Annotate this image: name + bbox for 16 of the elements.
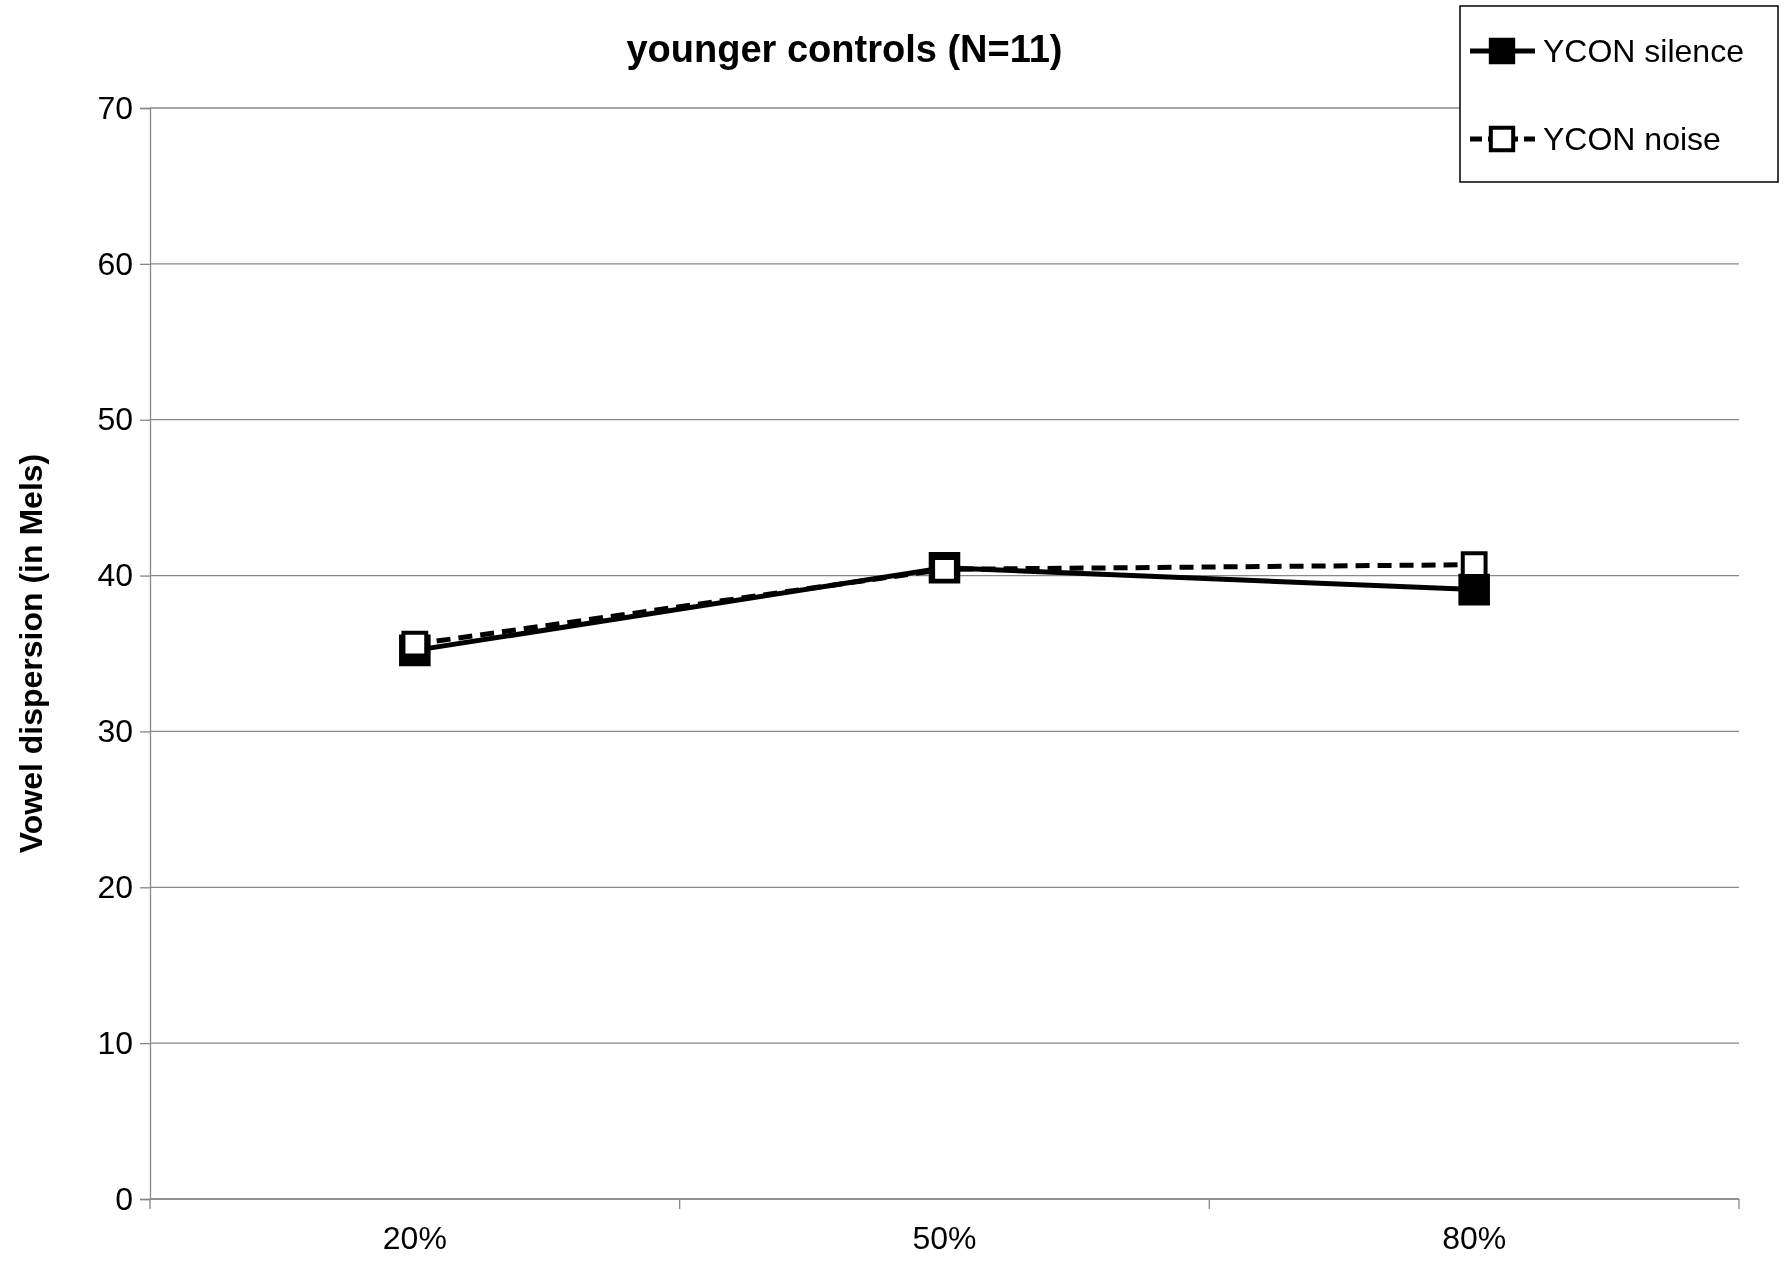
y-tick-label: 20	[97, 869, 133, 906]
x-tick-label: 20%	[382, 1220, 447, 1256]
y-axis-title: Vowel dispersion (in Mels)	[13, 453, 49, 854]
y-tick-label: 40	[97, 557, 133, 594]
y-tick-label: 50	[97, 401, 133, 438]
y-tick-label: 30	[97, 713, 133, 750]
point	[1458, 573, 1490, 606]
y-tick-label: 70	[97, 89, 133, 126]
y-tick-label: 60	[97, 245, 133, 282]
y-tick-label: 10	[97, 1024, 133, 1061]
legend-label: YCON silence	[1543, 33, 1744, 69]
chart-title: younger controls (N=11)	[626, 28, 1063, 70]
y-tick-label: 0	[115, 1180, 133, 1217]
x-tick-label: 80%	[1442, 1220, 1507, 1256]
x-tick-label: 50%	[912, 1220, 977, 1256]
legend-label: YCON noise	[1543, 121, 1721, 157]
